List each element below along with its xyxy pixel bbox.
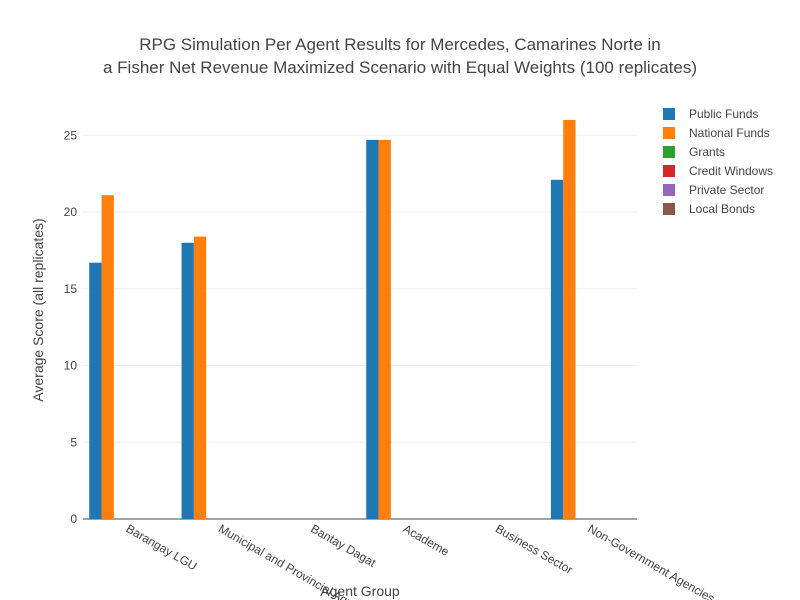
y-axis-title: Average Score (all replicates) [30, 218, 46, 401]
bar [193, 236, 207, 519]
bar [101, 195, 114, 519]
bar [378, 139, 391, 519]
chart-title: a Fisher Net Revenue Maximized Scenario … [103, 58, 697, 77]
legend-swatch [663, 203, 675, 215]
y-tick-label: 25 [64, 128, 78, 142]
y-tick-label: 5 [70, 435, 77, 449]
x-tick-label: Bantay Dagat [308, 521, 379, 570]
y-tick-label: 10 [64, 359, 78, 373]
bar [550, 179, 564, 520]
legend-label: Credit Windows [689, 164, 773, 178]
y-tick-label: 0 [70, 512, 77, 526]
legend-swatch [663, 108, 675, 120]
x-tick-label: Business Sector [493, 521, 575, 576]
legend-label: Private Sector [689, 183, 764, 197]
bar [366, 139, 379, 519]
legend-label: Grants [689, 145, 725, 159]
x-tick-label: Barangay LGU [124, 521, 200, 573]
legend-swatch [663, 165, 675, 177]
x-axis-title: Agent Group [320, 583, 400, 599]
legend-swatch [663, 127, 675, 139]
legend-swatch [663, 146, 675, 158]
legend-label: Public Funds [689, 107, 758, 121]
legend-swatch [663, 184, 675, 196]
bar [181, 242, 194, 519]
y-tick-label: 20 [64, 205, 78, 219]
legend-label: Local Bonds [689, 202, 755, 216]
x-tick-label: Academe [401, 521, 452, 559]
x-tick-label: Non-Government Agencies [585, 521, 717, 600]
bar [89, 262, 102, 519]
bar [563, 119, 576, 519]
y-tick-label: 15 [64, 282, 78, 296]
chart-title: RPG Simulation Per Agent Results for Mer… [139, 35, 661, 54]
legend-label: National Funds [689, 126, 770, 140]
